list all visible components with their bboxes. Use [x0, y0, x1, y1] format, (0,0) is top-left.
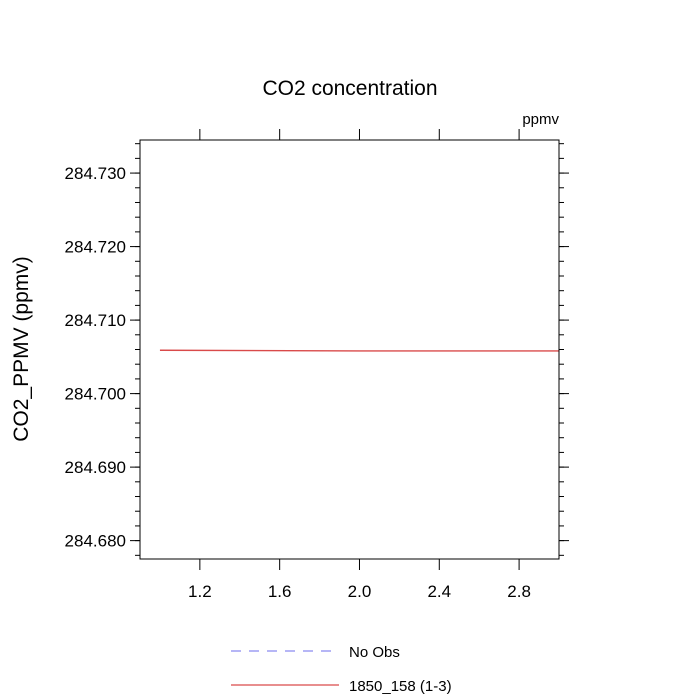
x-tick-label: 1.2 — [188, 582, 212, 601]
legend-label: 1850_158 (1-3) — [349, 678, 452, 695]
y-tick-label: 284.720 — [65, 238, 126, 257]
y-tick-label: 284.700 — [65, 385, 126, 404]
y-axis-label: CO2_PPMV (ppmv) — [10, 256, 33, 442]
x-tick-label: 1.6 — [268, 582, 292, 601]
y-tick-label: 284.710 — [65, 311, 126, 330]
y-tick-label: 284.690 — [65, 458, 126, 477]
series-layer — [159, 349, 559, 352]
axis-ticks: 284.680 284.690 284.700 284.710 284.720 284.7… — [65, 129, 569, 601]
x-tick-label: 2.4 — [427, 582, 451, 601]
legend: No Obs 1850_158 (1-3) — [231, 644, 452, 695]
x-tick-label: 2.0 — [348, 582, 372, 601]
y-tick-label: 284.730 — [65, 164, 126, 183]
plot-frame — [139, 139, 560, 560]
series-line — [159, 349, 559, 352]
chart-title: CO2 concentration — [262, 77, 437, 100]
units-label: ppmv — [522, 111, 559, 128]
x-tick-label: 2.8 — [507, 582, 531, 601]
y-tick-label: 284.680 — [65, 532, 126, 551]
legend-label: No Obs — [349, 644, 400, 661]
